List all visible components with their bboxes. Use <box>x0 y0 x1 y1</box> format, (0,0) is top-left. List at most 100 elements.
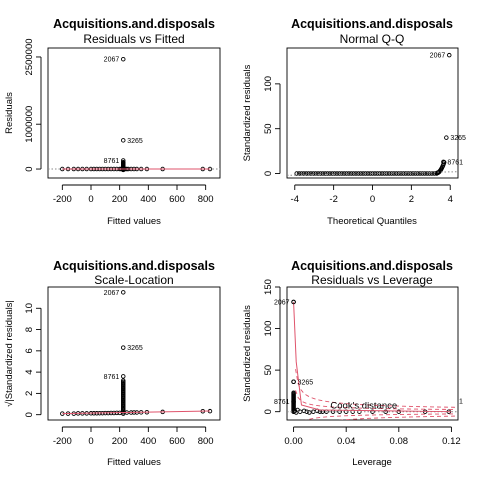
qq-point <box>405 171 411 176</box>
qq-point <box>396 171 401 176</box>
x-tick-label: 0 <box>370 194 375 205</box>
cooks-distance-contour <box>338 415 457 420</box>
qq-point <box>341 171 347 176</box>
y-tick-label: 1000000 <box>24 106 35 143</box>
leverage-point <box>291 390 296 395</box>
point-label: 8761 <box>447 159 463 166</box>
qq-point <box>394 171 399 176</box>
x-axis-label: Fitted values <box>107 457 161 468</box>
point-label: 3265 <box>127 345 143 352</box>
qq-point <box>427 171 432 176</box>
qq-point <box>363 171 368 176</box>
qq-point <box>365 171 371 176</box>
labeled-point <box>120 138 126 143</box>
x-tick-label: -2 <box>329 194 337 205</box>
smoother-line <box>293 301 452 413</box>
plot-frame <box>286 47 459 179</box>
qq-point <box>325 171 330 176</box>
qq-point <box>344 171 349 176</box>
x-tick-label: 800 <box>198 194 214 205</box>
qq-point <box>417 171 423 176</box>
x-tick-label: 200 <box>112 436 128 447</box>
x-tick-label: -200 <box>53 194 72 205</box>
qq-point <box>424 171 430 176</box>
x-tick-label: 4 <box>448 194 453 205</box>
data-point <box>370 409 375 414</box>
points-layer <box>48 56 220 173</box>
point-label: 8761 <box>274 399 290 406</box>
chart-title: Acquisitions.and.disposals <box>291 259 453 273</box>
qq-point <box>327 171 333 176</box>
points-layer <box>287 299 458 420</box>
qq-point <box>349 171 354 176</box>
point-label: 3265 <box>450 135 466 142</box>
qq-point <box>401 171 406 176</box>
labeled-point <box>120 56 126 62</box>
qq-point <box>301 171 307 176</box>
qq-point <box>356 171 361 176</box>
y-tick-label: 2 <box>24 391 35 396</box>
y-tick-label: 4 <box>24 369 35 374</box>
point-label: 3265 <box>298 379 314 386</box>
plot-frame <box>286 286 459 421</box>
point-label: 2067 <box>274 299 290 306</box>
qq-point <box>420 171 425 176</box>
point-label: 2067 <box>104 57 120 64</box>
labeled-point <box>441 159 446 165</box>
chart-title: Acquisitions.and.disposals <box>53 17 215 31</box>
x-axis-label: Theoretical Quantiles <box>327 216 417 227</box>
point-label: 8761 <box>104 158 120 165</box>
y-axis-label: Standardized residuals <box>242 64 253 161</box>
labeled-point <box>291 399 296 404</box>
qq-point <box>311 171 316 176</box>
qq-point <box>337 171 342 176</box>
point-label: 3265 <box>127 138 143 145</box>
y-tick-label: 8 <box>24 327 35 332</box>
labeled-point <box>120 290 126 295</box>
chart-title: Acquisitions.and.disposals <box>291 17 453 31</box>
qq-point <box>422 171 428 176</box>
y-tick-label: 50 <box>263 123 274 134</box>
x-tick-label: 800 <box>198 436 214 447</box>
labeled-point <box>120 374 126 379</box>
x-axis-label: Leverage <box>352 457 392 468</box>
qq-point <box>320 171 326 176</box>
x-tick-label: 0.12 <box>442 436 461 447</box>
x-tick-label: -200 <box>53 436 72 447</box>
chart-title: Acquisitions.and.disposals <box>53 259 215 273</box>
chart-subtitle: Residuals vs Fitted <box>83 32 184 46</box>
labeled-point <box>120 158 126 163</box>
qq-point <box>372 171 378 176</box>
point-label: 8761 <box>104 374 120 381</box>
y-tick-label: 10 <box>24 303 35 314</box>
y-tick-label: 50 <box>263 365 274 376</box>
labeled-point <box>447 52 452 58</box>
x-tick-label: -4 <box>291 194 299 205</box>
plot-frame <box>47 286 221 421</box>
qq-point <box>379 171 385 176</box>
y-tick-label: 0 <box>263 171 274 176</box>
qq-point <box>408 171 413 176</box>
points-layer <box>60 290 213 416</box>
labeled-point <box>291 379 296 385</box>
qq-point <box>403 171 409 176</box>
x-tick-label: 400 <box>140 436 156 447</box>
qq-point <box>308 171 314 176</box>
cooks-contour-label: 1 <box>459 399 463 406</box>
qq-point <box>313 171 318 176</box>
qq-point <box>334 171 340 176</box>
y-tick-label: 6 <box>24 348 35 353</box>
x-tick-label: 2 <box>409 194 414 205</box>
y-tick-label: 100 <box>263 76 274 92</box>
data-point <box>307 410 312 415</box>
labeled-point <box>291 299 296 305</box>
qq-point <box>386 171 392 176</box>
qq-point <box>413 171 418 176</box>
chart-subtitle: Normal Q-Q <box>340 32 405 46</box>
cooks-distance-legend: Cook's distance <box>330 400 397 411</box>
x-tick-label: 0 <box>88 436 93 447</box>
cooks-distance-contour <box>295 369 457 408</box>
